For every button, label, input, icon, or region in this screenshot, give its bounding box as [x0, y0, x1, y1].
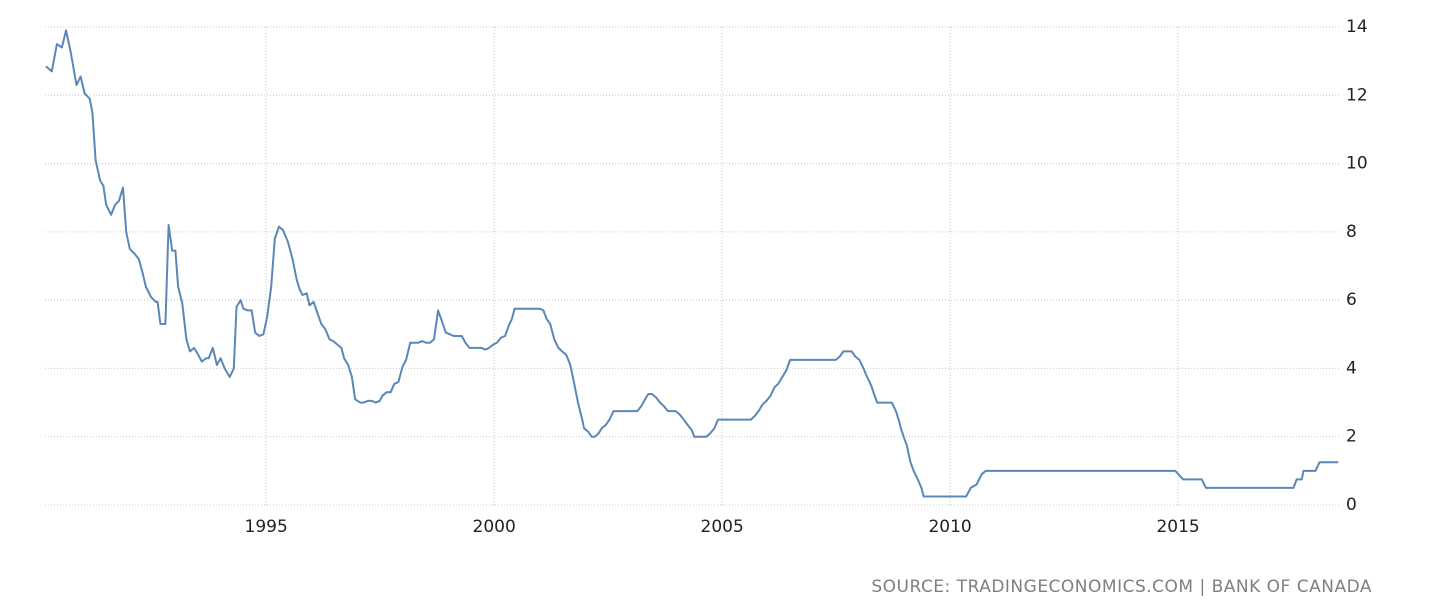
y-tick-label: 12: [1346, 85, 1368, 105]
y-tick-label: 10: [1346, 154, 1368, 174]
y-tick-label: 14: [1346, 17, 1368, 37]
source: SOURCE: TRADINGECONOMICS.COM | BANK OF C…: [871, 577, 1372, 597]
x-tick-label: 2015: [1156, 517, 1199, 537]
y-tick-label: 0: [1346, 495, 1357, 515]
x-tick-label: 1995: [245, 517, 288, 537]
y-tick-label: 8: [1346, 222, 1357, 242]
y-tick-label: 2: [1346, 427, 1357, 447]
x-tick-label: 2005: [701, 517, 744, 537]
y-tick-label: 4: [1346, 358, 1357, 378]
line: [45, 29, 1339, 498]
x-tick-label: 2000: [473, 517, 516, 537]
y-tick-label: 6: [1346, 290, 1357, 310]
x-tick-label: 2010: [928, 517, 971, 537]
